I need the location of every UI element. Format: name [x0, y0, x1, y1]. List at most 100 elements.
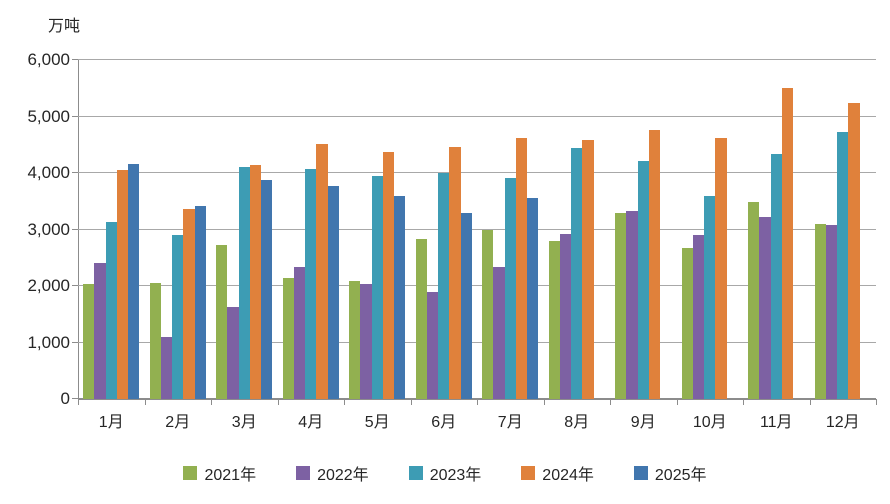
bar-group-6月	[411, 60, 478, 399]
gridline	[78, 285, 876, 286]
x-axis-label: 6月	[431, 414, 457, 431]
bar-slot	[727, 60, 738, 399]
bar-2021年-10月	[681, 248, 693, 399]
bar-group-1月	[78, 60, 145, 399]
bar-group-3月	[211, 60, 278, 399]
bar-2024年-5月	[382, 152, 395, 399]
bar-2023年-9月	[637, 161, 649, 399]
bar-group-4月	[278, 60, 345, 399]
x-axis-tick	[277, 399, 279, 405]
bar-slot	[394, 60, 406, 399]
legend-item-2024年: 2024年	[521, 461, 594, 485]
x-axis-tick	[610, 399, 611, 405]
bar-2022年-2月	[160, 336, 173, 399]
y-axis-unit-label: 万吨	[48, 18, 81, 35]
bar-slot	[415, 60, 427, 399]
bar-slot	[504, 60, 516, 399]
x-axis-label: 8月	[564, 414, 590, 431]
y-axis-tick	[72, 285, 78, 286]
bar-2025年-1月	[128, 163, 140, 399]
bar-2021年-9月	[615, 213, 627, 399]
y-axis-label: 3,000	[27, 219, 70, 239]
bar-slot	[261, 60, 273, 399]
bar-slot	[282, 60, 294, 399]
gridline	[78, 59, 876, 60]
bar-2025年-3月	[261, 179, 273, 399]
x-axis-label: 3月	[231, 414, 257, 431]
legend-swatch-icon	[183, 466, 198, 480]
bar-group-5月	[344, 60, 411, 399]
bar-slot	[626, 60, 638, 399]
x-axis-tick	[410, 399, 412, 405]
bar-slot	[615, 60, 627, 399]
y-axis-label: 4,000	[27, 163, 70, 182]
bar-slot	[704, 60, 716, 399]
gridline	[78, 115, 876, 117]
bar-slot	[637, 60, 649, 399]
bar-2022年-7月	[493, 267, 505, 399]
x-axis-label: 12月	[825, 414, 860, 431]
bar-slot	[327, 60, 339, 399]
legend-item-2023年: 2023年	[408, 461, 481, 485]
bar-2023年-8月	[571, 148, 583, 399]
bar-slot	[249, 60, 262, 399]
bar-2023年-7月	[504, 178, 516, 399]
y-axis-tick	[72, 172, 78, 173]
legend-item-2022年: 2022年	[296, 461, 369, 485]
bar-slot	[559, 60, 572, 399]
x-axis-label: 5月	[364, 414, 390, 431]
bar-2024年-8月	[582, 140, 594, 399]
bar-2021年-4月	[282, 277, 294, 399]
bar-group-7月	[477, 60, 544, 399]
bar-slot	[94, 60, 106, 399]
bar-slot	[770, 60, 782, 399]
bar-2025年-7月	[527, 197, 539, 399]
x-axis-tick	[543, 399, 545, 405]
bar-2024年-9月	[648, 130, 661, 399]
bar-group-10月	[677, 60, 744, 399]
bar-slot	[571, 60, 583, 399]
bar-slot	[194, 60, 206, 399]
bar-2021年-6月	[415, 239, 427, 399]
bar-2022年-12月	[825, 224, 838, 399]
legend-item-2025年: 2025年	[633, 461, 707, 485]
bar-slot	[426, 60, 439, 399]
bar-2024年-2月	[183, 209, 195, 399]
bar-slot	[349, 60, 361, 399]
bar-2022年-1月	[94, 263, 106, 399]
bar-2024年-10月	[715, 137, 727, 399]
bar-2024年-4月	[316, 143, 328, 399]
x-axis-tick	[344, 399, 345, 405]
bar-2022年-9月	[626, 211, 638, 399]
y-axis-label: 6,000	[27, 50, 70, 69]
bar-2021年-5月	[349, 281, 361, 399]
x-axis-tick	[211, 399, 212, 405]
x-axis-label: 4月	[298, 414, 324, 431]
x-axis-label: 7月	[497, 414, 523, 431]
bar-2021年-11月	[748, 201, 760, 399]
bar-slot	[837, 60, 849, 399]
bar-group-9月	[610, 60, 677, 399]
bar-2021年-2月	[149, 282, 161, 399]
bar-2021年-12月	[814, 223, 826, 399]
bar-slot	[382, 60, 395, 399]
x-axis-label: 10月	[692, 414, 727, 431]
bar-group-2月	[145, 60, 212, 399]
x-axis-tick	[809, 399, 811, 405]
x-axis-label: 1月	[98, 414, 124, 431]
bar-2023年-6月	[438, 173, 450, 399]
bar-slot	[594, 60, 605, 399]
bar-slot	[715, 60, 727, 399]
x-axis-label: 9月	[630, 414, 656, 431]
bar-slot	[316, 60, 328, 399]
bar-2021年-1月	[83, 284, 95, 399]
bar-slot	[482, 60, 494, 399]
bar-slot	[681, 60, 693, 399]
bar-2022年-11月	[759, 217, 771, 399]
bar-2025年-2月	[194, 205, 206, 399]
bar-slot	[748, 60, 760, 399]
x-axis-tick	[876, 399, 877, 405]
bar-2025年-6月	[460, 212, 472, 399]
bar-slot	[116, 60, 129, 399]
